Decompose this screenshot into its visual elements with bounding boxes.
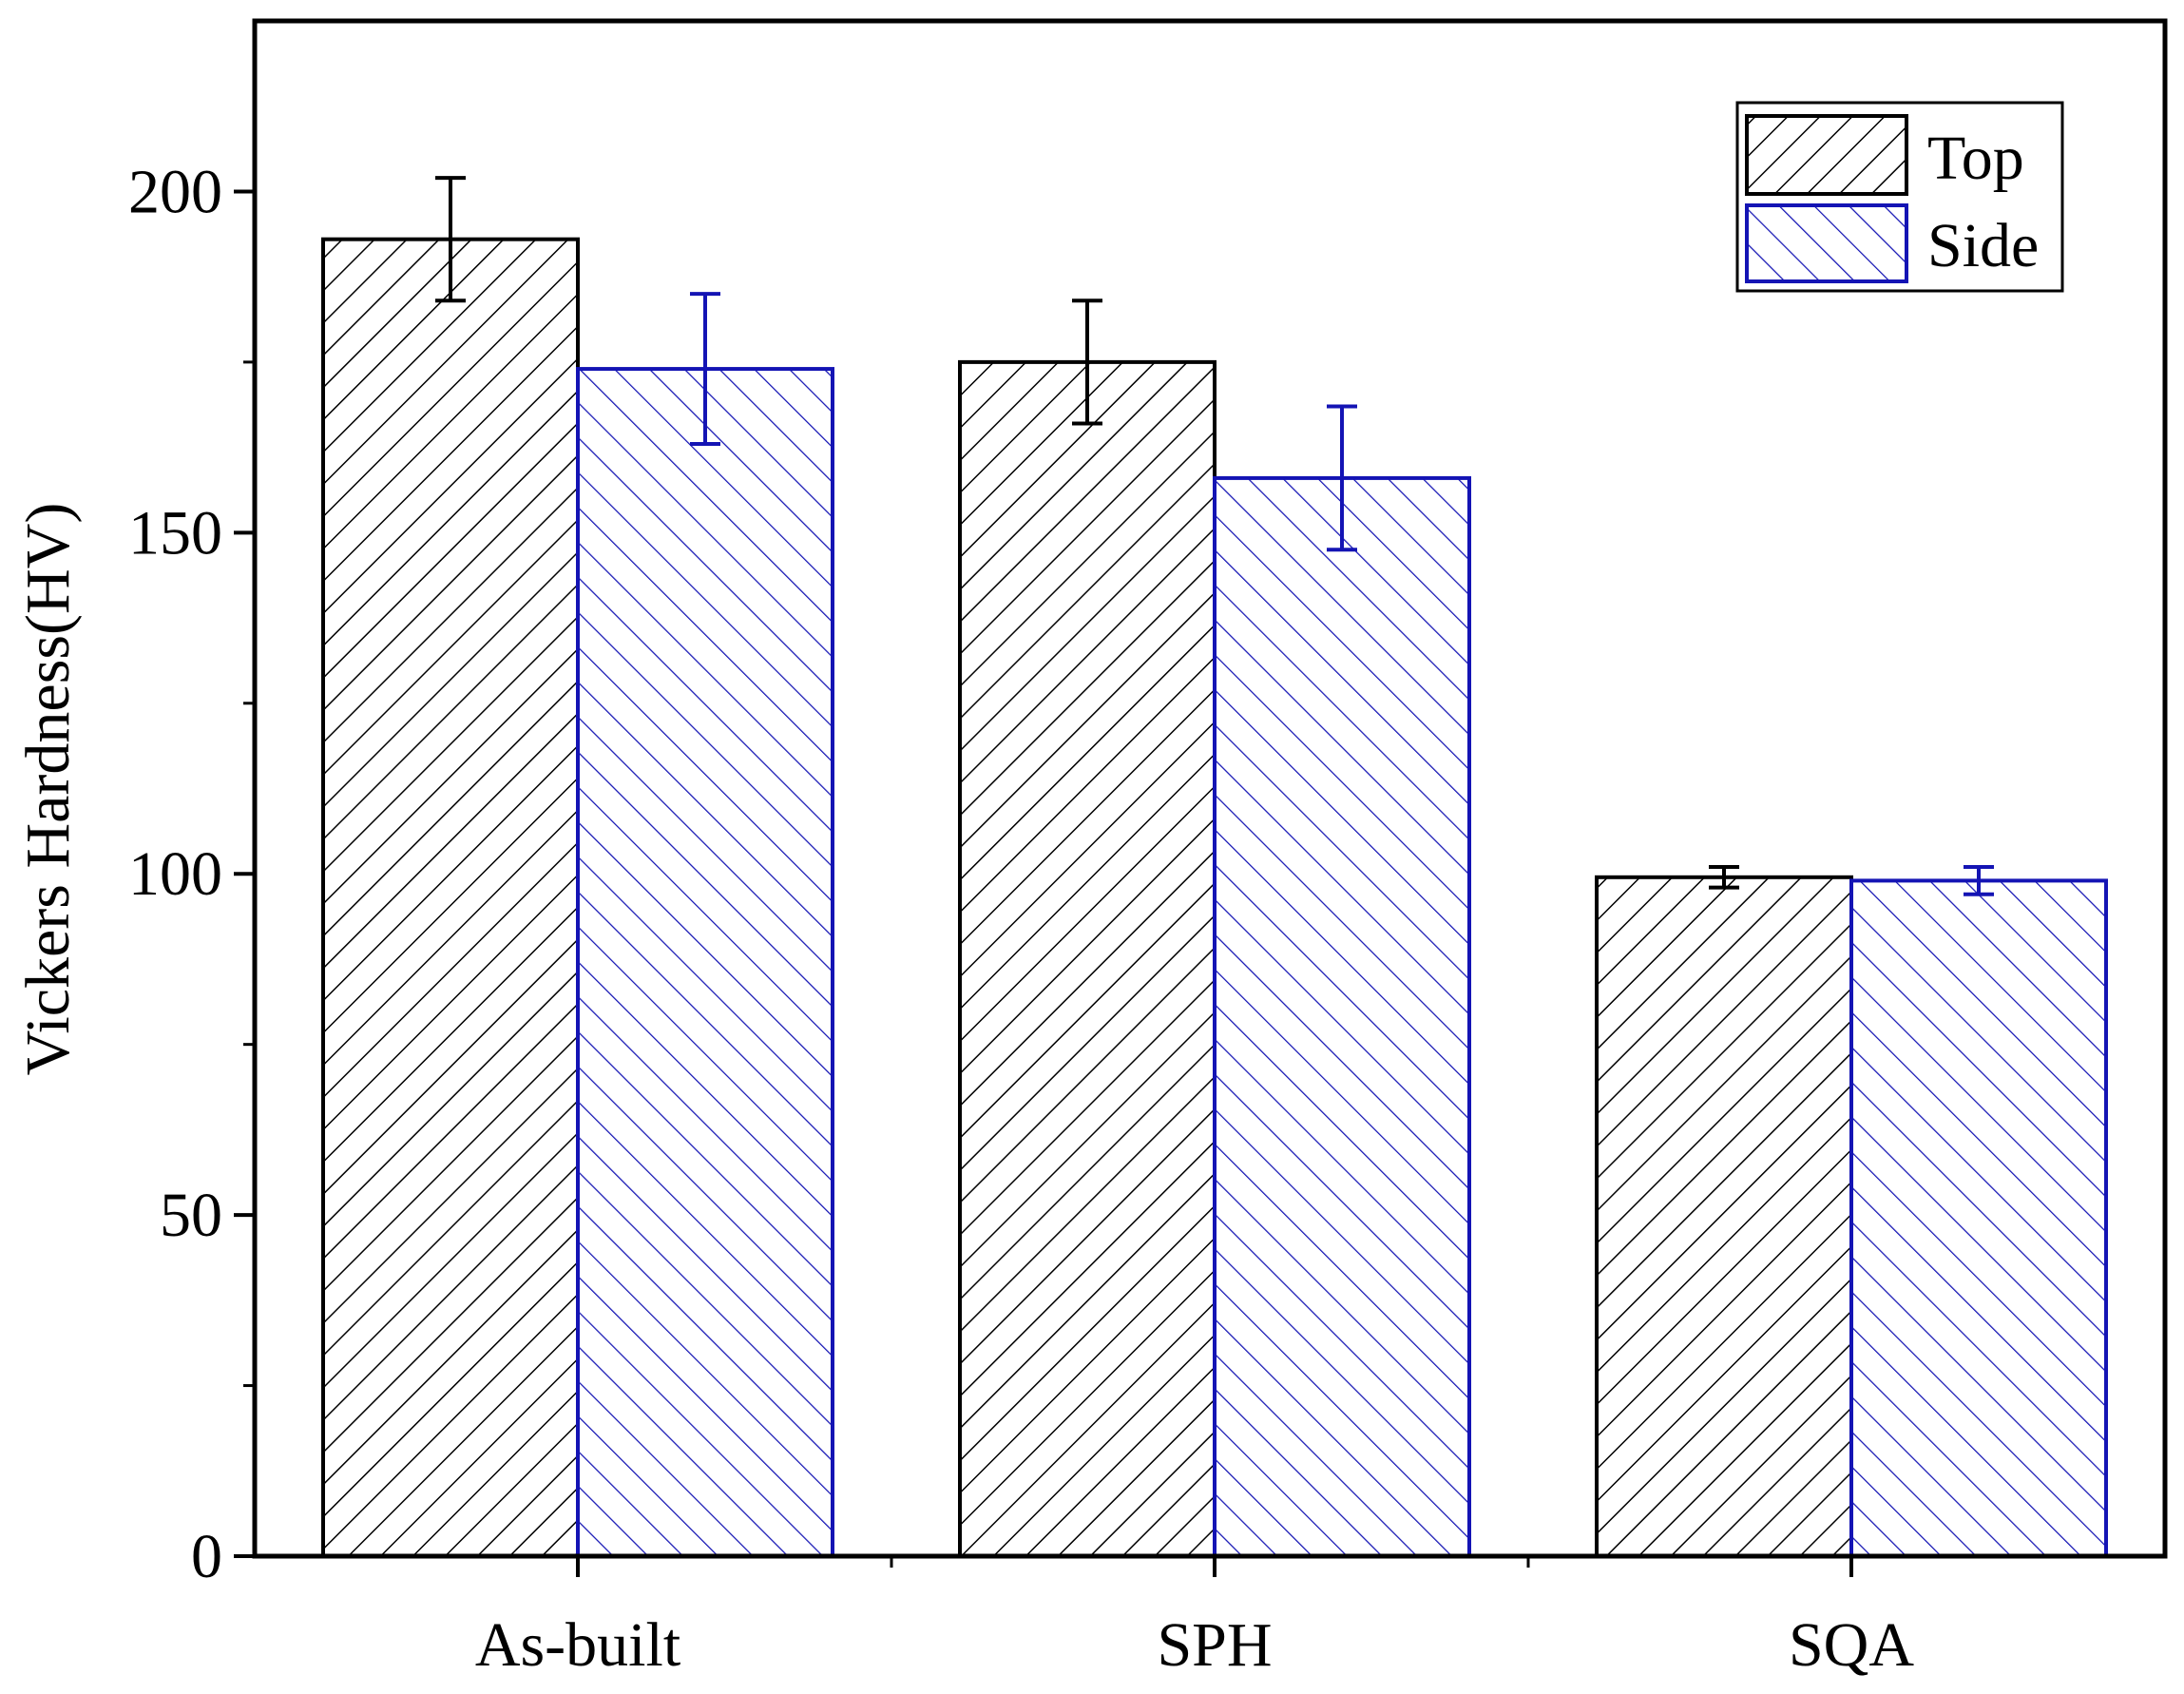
error-bar-side-sph [1327,404,1357,552]
error-bar-top-sqa [1709,865,1739,890]
legend-swatch-top [1745,114,1908,196]
error-bar-top-as-built [435,176,466,303]
y-tick-label: 100 [128,839,222,909]
legend: Top Side [1735,101,2064,293]
error-bar-side-sqa [1964,865,1994,896]
bar-side-as-built [576,367,834,1559]
bar-top-as-built [321,237,580,1559]
legend-label-top: Top [1927,124,2024,193]
x-tick-label: As-built [475,1610,680,1680]
error-bars-layer [435,176,1994,896]
legend-label-side: Side [1927,211,2039,280]
y-tick-label: 200 [128,157,222,226]
error-bar-top-sph [1072,298,1102,426]
x-tick-label: SQA [1789,1610,1914,1680]
y-tick-label: 0 [191,1522,222,1591]
bar-side-sqa [1849,878,2108,1558]
y-axis: 0 50 100 150 200 [128,157,255,1591]
plot-frame [252,18,2168,1559]
bar-top-sph [958,359,1217,1558]
x-axis: As-built SPH SQA [475,1556,1914,1680]
bar-top-sqa [1595,875,1853,1558]
error-bar-side-as-built [690,292,720,447]
bar-side-sph [1213,475,1471,1558]
y-axis-title: Vickers Hardness(HV) [13,503,83,1076]
bars-layer [321,237,2108,1559]
legend-swatch-side [1745,203,1908,283]
y-tick-label: 150 [128,498,222,568]
x-tick-label: SPH [1157,1610,1272,1680]
y-tick-label: 50 [160,1181,222,1250]
